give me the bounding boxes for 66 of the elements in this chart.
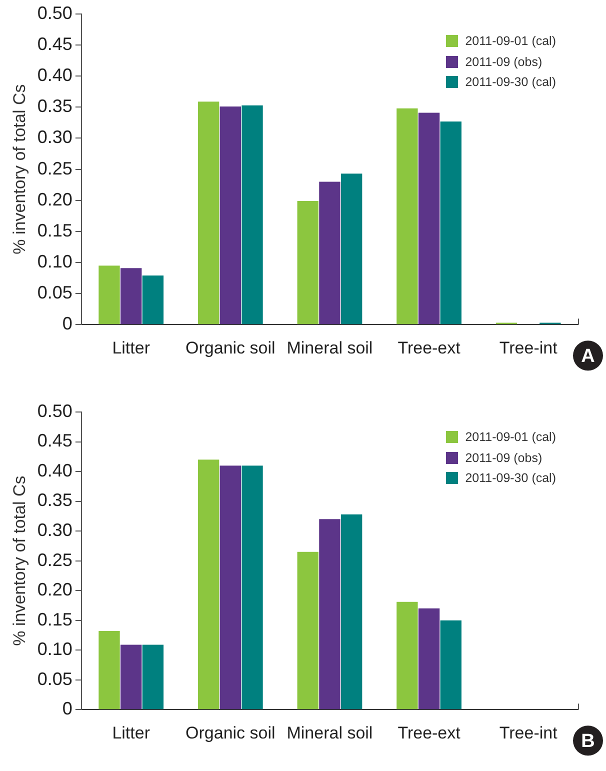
- y-tick-label: 0.50: [37, 2, 72, 23]
- legend-label: 2011-09-30 (cal): [465, 75, 556, 90]
- legend-label: 2011-09-01 (cal): [465, 430, 556, 444]
- y-tick-label: 0.45: [37, 34, 72, 54]
- text: B: [581, 730, 595, 752]
- y-tick-label: 0.45: [37, 430, 72, 451]
- y-tick-label: 0.20: [37, 580, 72, 600]
- y-tick-label: 0.30: [37, 520, 72, 540]
- x-tick-label: Tree-int: [499, 723, 558, 742]
- y-tick-label: 0.05: [37, 668, 72, 689]
- x-tick-label: Tree-int: [499, 338, 558, 358]
- bar: [198, 460, 220, 710]
- y-tick-label: 0.20: [37, 189, 72, 210]
- y-tick-label: 0.30: [37, 127, 72, 148]
- x-tick-label: Tree-ext: [398, 723, 461, 742]
- bar: [418, 608, 440, 710]
- bar: [120, 644, 142, 710]
- bar: [297, 552, 318, 710]
- y-tick-label: 0.15: [37, 609, 72, 630]
- legend-label: 2011-09-30 (cal): [465, 471, 556, 486]
- y-tick-label: 0.25: [37, 158, 72, 178]
- y-tick-label: 0: [62, 698, 72, 719]
- x-tick-label: Litter: [112, 723, 150, 742]
- bar: [319, 519, 340, 710]
- bar: [98, 266, 120, 324]
- legend-label: 2011-09 (obs): [465, 450, 542, 465]
- text: A: [581, 346, 596, 367]
- y-axis-title: % inventory of total Cs: [10, 84, 29, 254]
- bar: [440, 121, 462, 324]
- y-tick-label: 0.35: [37, 490, 72, 510]
- bar: [319, 182, 340, 324]
- y-tick-label: 0.10: [37, 639, 72, 660]
- bar: [120, 268, 142, 324]
- y-tick-label: 0.50: [37, 400, 72, 421]
- bar: [142, 644, 164, 710]
- x-tick-label: Organic soil: [186, 723, 276, 742]
- bar: [340, 514, 362, 710]
- bar: [418, 112, 440, 324]
- legend-label: 2011-09-01 (cal): [465, 34, 556, 48]
- y-tick-label: 0.40: [37, 460, 72, 480]
- y-tick-label: 0.05: [37, 282, 72, 303]
- y-axis-title: % inventory of total Cs: [10, 476, 29, 646]
- bar: [142, 276, 164, 324]
- bar: [440, 620, 462, 710]
- bar: [396, 108, 418, 324]
- bar: [220, 106, 241, 324]
- bar: [242, 105, 263, 324]
- x-tick-label: Organic soil: [186, 338, 276, 358]
- x-tick-label: Tree-ext: [398, 338, 461, 358]
- bar: [198, 102, 220, 324]
- bar: [98, 631, 120, 710]
- bar: [297, 200, 318, 324]
- y-tick-label: 0.10: [37, 251, 72, 272]
- x-tick-label: Mineral soil: [286, 723, 373, 742]
- bar: [242, 466, 263, 710]
- y-tick-label: 0.35: [37, 96, 72, 116]
- bar: [340, 174, 362, 324]
- y-tick-label: 0.25: [37, 550, 72, 570]
- bar: [396, 602, 418, 710]
- legend-label: 2011-09 (obs): [465, 54, 542, 69]
- y-tick-label: 0: [62, 314, 72, 334]
- y-tick-label: 0.40: [37, 65, 72, 86]
- x-tick-label: Mineral soil: [286, 338, 373, 358]
- bar: [220, 466, 241, 710]
- y-tick-label: 0.15: [37, 220, 72, 240]
- x-tick-label: Litter: [112, 338, 150, 358]
